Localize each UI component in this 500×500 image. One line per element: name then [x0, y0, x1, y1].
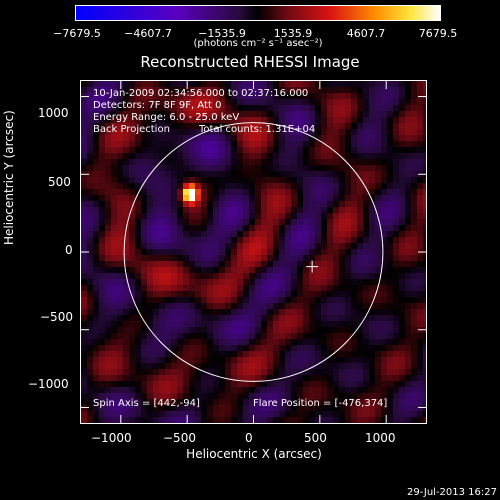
colorbar-tick-label: −7679.5	[53, 27, 101, 40]
info-spin-axis: Spin Axis = [442,-94]	[93, 398, 200, 409]
spin-axis-marker	[306, 260, 319, 273]
colorbar-units: (photons cm⁻² s⁻¹ asec⁻²)	[193, 38, 323, 49]
timestamp-footer: 29-Jul-2013 16:27	[406, 487, 497, 498]
y-axis-label: Heliocentric Y (arcsec)	[2, 110, 16, 245]
info-energy: Energy Range: 6.0 - 25.0 keV	[93, 112, 240, 123]
x-tick-label: 0	[245, 431, 253, 445]
info-flare-position: Flare Position = [-476,374]	[253, 398, 388, 409]
y-tick-label: −500	[40, 310, 73, 324]
info-method: Back Projection	[93, 124, 170, 135]
axis-ticks	[81, 81, 426, 423]
colorbar-tick-label: −4607.7	[124, 27, 172, 40]
x-tick-label: 500	[304, 431, 327, 445]
info-time: 10-Jan-2009 02:34:56.000 to 02:37:16.000	[93, 88, 309, 99]
plot-area: 10-Jan-2009 02:34:56.000 to 02:37:16.000…	[80, 80, 427, 424]
colorbar-tick-label: 7679.5	[418, 27, 458, 40]
colorbar-tick-label: −1535.9	[198, 27, 246, 40]
info-counts: Total counts: 1.31E+04	[199, 124, 316, 135]
solar-limb-circle	[123, 122, 384, 382]
heatmap-cells	[81, 81, 426, 423]
y-tick-label: 500	[48, 175, 71, 189]
y-tick-label: 0	[65, 243, 73, 257]
x-tick-label: 1000	[365, 431, 396, 445]
colorbar-tick-label: 4607.7	[346, 27, 386, 40]
x-axis-label: Heliocentric X (arcsec)	[186, 447, 322, 461]
x-tick-label: −1000	[91, 431, 132, 445]
chart-title: Reconstructed RHESSI Image	[140, 53, 360, 71]
heatmap-canvas	[81, 81, 426, 423]
colorbar	[75, 5, 441, 21]
colorbar-tick-label: 1535.9	[273, 27, 313, 40]
x-tick-label: −500	[163, 431, 196, 445]
y-tick-label: −1000	[28, 377, 69, 391]
y-tick-label: 1000	[38, 106, 69, 120]
info-detectors: Detectors: 7F 8F 9F, Att 0	[93, 100, 222, 111]
